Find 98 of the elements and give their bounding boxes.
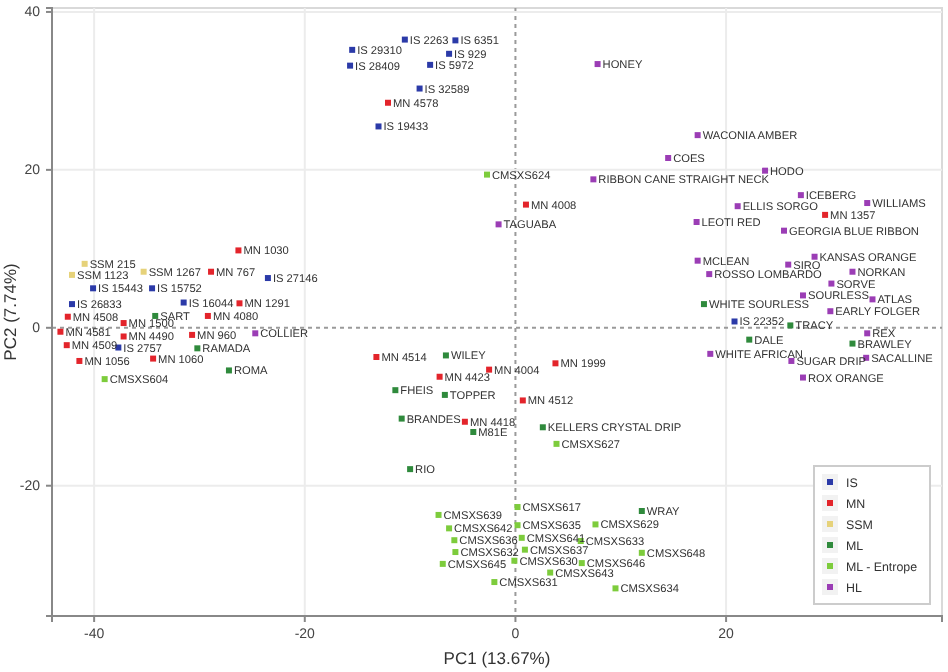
- point: [69, 271, 76, 278]
- point: [483, 171, 490, 178]
- point: [594, 61, 601, 68]
- point: [822, 211, 829, 218]
- point: [373, 354, 380, 361]
- point: [435, 511, 442, 518]
- point: [225, 367, 232, 374]
- point: [828, 280, 835, 287]
- point: [470, 429, 477, 436]
- point: [384, 99, 391, 106]
- point: [869, 296, 876, 303]
- point: [522, 201, 529, 208]
- point: [731, 318, 738, 325]
- point: [539, 424, 546, 431]
- point: [638, 507, 645, 514]
- point: [799, 292, 806, 299]
- point: [149, 285, 156, 292]
- point: [521, 546, 528, 553]
- point: [665, 155, 672, 162]
- point: [150, 355, 157, 362]
- point: [180, 299, 187, 306]
- point: [347, 62, 354, 69]
- point: [451, 537, 458, 544]
- point: [81, 260, 88, 267]
- point: [76, 357, 83, 364]
- point: [446, 50, 453, 57]
- point: [592, 521, 599, 528]
- point: [781, 227, 788, 234]
- point: [349, 46, 356, 53]
- point: [707, 350, 714, 357]
- point: [452, 37, 459, 44]
- point: [514, 522, 521, 529]
- point: [799, 374, 806, 381]
- point: [439, 560, 446, 567]
- point: [785, 261, 792, 268]
- point: [638, 549, 645, 556]
- point: [427, 61, 434, 68]
- point: [827, 308, 834, 315]
- point: [446, 525, 453, 532]
- point: [398, 415, 405, 422]
- point: [553, 440, 560, 447]
- point: [264, 275, 271, 282]
- point: [706, 271, 713, 278]
- point: [120, 333, 127, 340]
- point: [441, 391, 448, 398]
- point: [694, 257, 701, 264]
- point: [849, 268, 856, 275]
- point: [140, 268, 147, 275]
- point: [401, 36, 408, 43]
- point: [452, 549, 459, 556]
- x-axis-title: PC1 (13.67%): [443, 648, 551, 668]
- point: [392, 387, 399, 394]
- point: [486, 366, 493, 373]
- point: [236, 300, 243, 307]
- point: [518, 534, 525, 541]
- point: [864, 200, 871, 207]
- point: [787, 322, 794, 329]
- point: [407, 466, 414, 473]
- point: [694, 132, 701, 139]
- point: [235, 247, 242, 254]
- point: [69, 301, 76, 308]
- point: [612, 585, 619, 592]
- point: [436, 373, 443, 380]
- point: [590, 176, 597, 183]
- point: [375, 123, 382, 130]
- point: [519, 397, 526, 404]
- point: [63, 342, 70, 349]
- point: [811, 253, 818, 260]
- point: [64, 313, 71, 320]
- y-axis-title: PC2 (7.74%): [0, 263, 20, 361]
- point: [189, 331, 196, 338]
- point: [101, 376, 108, 383]
- point: [252, 330, 259, 337]
- point: [152, 312, 159, 319]
- point: [552, 360, 559, 367]
- point: [734, 203, 741, 210]
- point: [578, 560, 585, 567]
- point: [511, 557, 518, 564]
- point: [864, 330, 871, 337]
- point: [120, 320, 127, 327]
- point: [194, 345, 201, 352]
- point: [416, 85, 423, 92]
- point: [797, 192, 804, 199]
- point: [495, 221, 502, 228]
- point: [57, 328, 64, 335]
- point: [491, 579, 498, 586]
- point: [693, 218, 700, 225]
- point: [700, 301, 707, 308]
- point: [746, 336, 753, 343]
- point: [208, 268, 215, 275]
- point: [547, 569, 554, 576]
- point: [204, 312, 211, 319]
- point: [514, 504, 521, 511]
- point: [90, 285, 97, 292]
- point: [442, 352, 449, 359]
- point: [762, 167, 769, 174]
- point: [461, 418, 468, 425]
- point: [849, 340, 856, 347]
